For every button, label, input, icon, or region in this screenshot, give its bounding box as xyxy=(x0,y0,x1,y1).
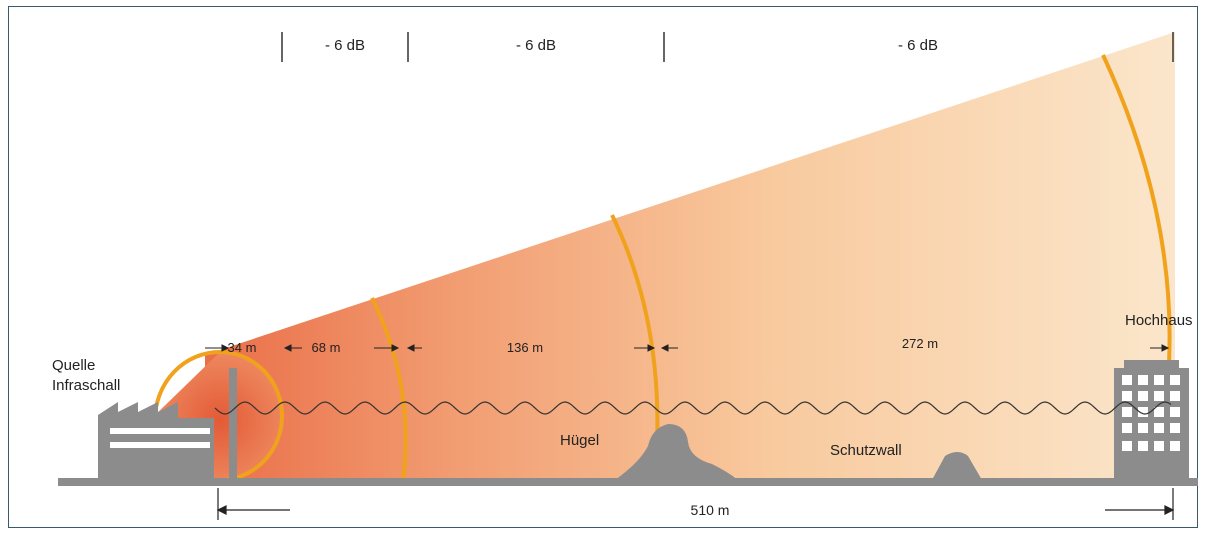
infrasound-wave-line xyxy=(214,401,1172,415)
wavefront-1 xyxy=(370,297,408,481)
distance-label-34m: 34 m xyxy=(228,340,257,355)
factory-icon xyxy=(98,368,237,480)
distance-label-272m: 272 m xyxy=(902,336,938,351)
distance-label-68m: 68 m xyxy=(312,340,341,355)
ground-line xyxy=(58,478,1198,486)
section-dividers xyxy=(281,32,1174,62)
high-rise-building-icon xyxy=(1114,360,1189,480)
attenuation-label-2: - 6 dB xyxy=(516,37,556,54)
source-label-line2: Infraschall xyxy=(52,377,120,394)
source-label-line1: Quelle xyxy=(52,357,95,374)
source-wavefront xyxy=(153,349,284,482)
total-distance-marker xyxy=(216,488,1175,520)
wall-label: Schutzwall xyxy=(830,442,902,459)
attenuation-label-3: - 6 dB xyxy=(898,37,938,54)
total-distance-label: 510 m xyxy=(691,502,730,518)
building-label: Hochhaus xyxy=(1125,312,1193,329)
wavefront-3 xyxy=(1101,54,1172,381)
attenuation-label-1: - 6 dB xyxy=(325,37,365,54)
distance-arrows xyxy=(205,344,1170,352)
sound-cone xyxy=(205,32,1175,480)
protective-wall-icon xyxy=(932,452,982,480)
distance-label-136m: 136 m xyxy=(507,340,543,355)
hill-icon xyxy=(615,424,738,480)
hill-label: Hügel xyxy=(560,432,599,449)
